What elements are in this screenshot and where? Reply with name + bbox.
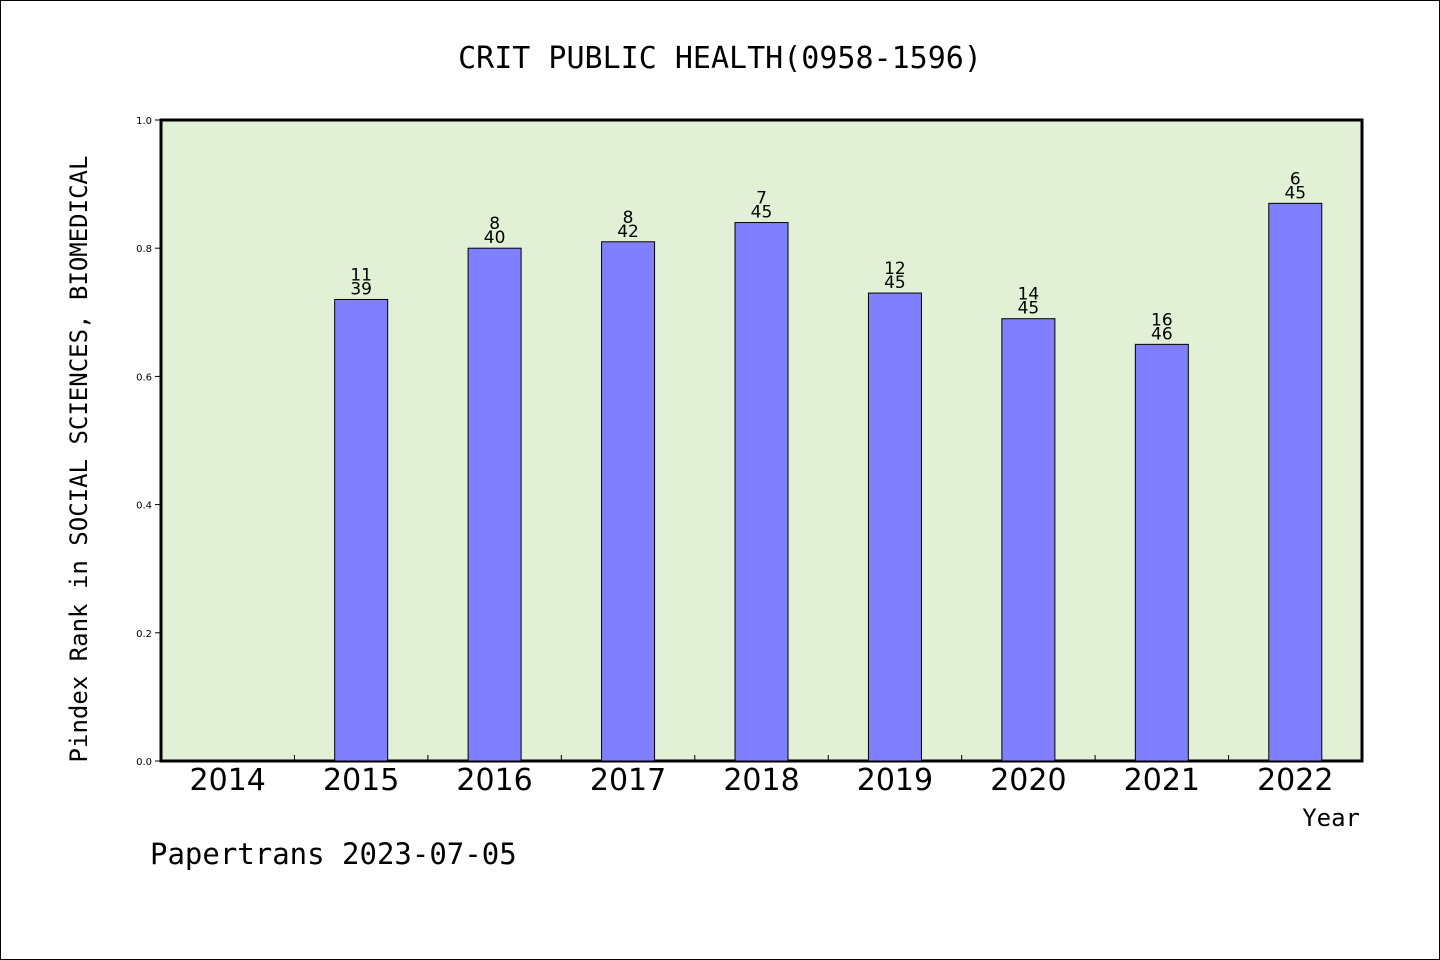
bar-rank-label: 11 [350, 265, 372, 285]
x-axis-label: Year [1302, 804, 1360, 832]
x-tick-label: 2017 [590, 763, 666, 798]
x-tick-label: 2022 [1257, 763, 1333, 798]
x-tick-label: 2015 [323, 763, 399, 798]
bar-rank-label: 12 [884, 259, 906, 279]
bar-total-label: 45 [751, 203, 773, 223]
bar [867, 292, 922, 762]
x-axis: 2014 2015 2016 2017 2018 2019 2020 2021 2022 [190, 755, 1333, 798]
y-tick-label: 0.4 [136, 501, 152, 512]
bar [334, 298, 389, 762]
bar [601, 241, 656, 762]
y-tick-label: 0.8 [136, 244, 152, 255]
bar-total-label: 45 [1018, 299, 1040, 319]
x-tick-label: 2014 [190, 763, 266, 798]
bar-total-label: 45 [884, 273, 906, 293]
y-tick-label: 1.0 [136, 116, 152, 127]
bar-total-label: 39 [350, 279, 372, 299]
y-tick-label: 0.2 [136, 629, 152, 640]
y-tick-label: 0.0 [136, 757, 152, 768]
footer-credit: Papertrans 2023-07-05 [150, 837, 517, 871]
bar [1134, 343, 1189, 762]
x-tick-label: 2016 [456, 763, 532, 798]
x-tick-label: 2019 [857, 763, 933, 798]
bar-rank-label: 16 [1151, 310, 1173, 330]
y-axis: 0.0 0.2 0.4 0.6 0.8 1.0 [136, 116, 161, 768]
x-tick-label: 2020 [990, 763, 1066, 798]
bar [467, 247, 522, 762]
y-tick-label: 0.6 [136, 372, 152, 383]
bar-total-label: 40 [484, 228, 506, 248]
bar-rank-label: 14 [1018, 285, 1040, 305]
bar [1001, 318, 1056, 762]
chart-title: CRIT PUBLIC HEALTH(0958-1596) [458, 41, 982, 76]
bar [734, 222, 789, 762]
bar-total-label: 46 [1151, 324, 1173, 344]
bar-total-label: 42 [617, 222, 639, 242]
x-tick-label: 2021 [1124, 763, 1200, 798]
bar-rank-label: 8 [489, 214, 500, 234]
y-axis-label: Pindex Rank in SOCIAL SCIENCES, BIOMEDIC… [65, 156, 93, 763]
x-tick-label: 2018 [723, 763, 799, 798]
bar [1268, 202, 1323, 762]
bar-rank-label: 7 [756, 189, 767, 209]
bar-rank-label: 8 [623, 208, 634, 228]
bar-rank-label: 6 [1290, 169, 1301, 189]
bar-total-label: 45 [1284, 183, 1306, 203]
